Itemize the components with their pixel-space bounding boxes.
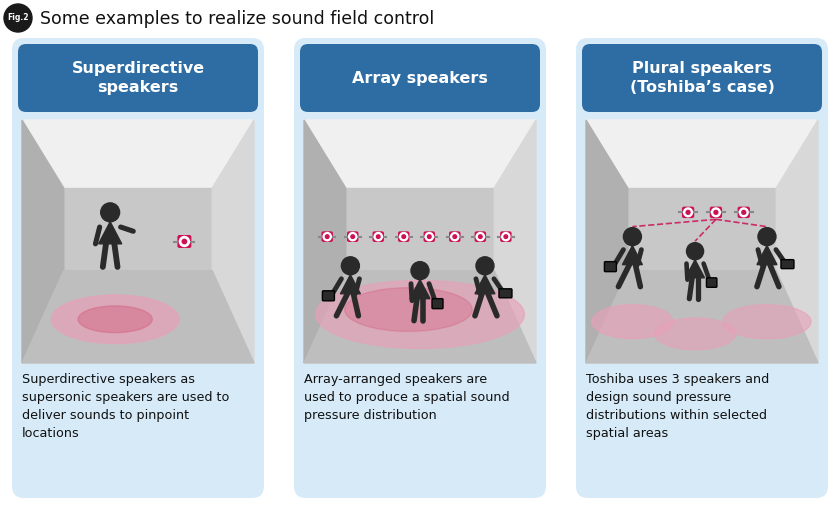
Polygon shape	[494, 120, 536, 363]
Text: Some examples to realize sound field control: Some examples to realize sound field con…	[40, 10, 434, 28]
FancyBboxPatch shape	[18, 44, 258, 112]
Circle shape	[501, 233, 510, 241]
Circle shape	[714, 210, 718, 214]
Polygon shape	[410, 280, 430, 298]
FancyBboxPatch shape	[423, 231, 435, 242]
FancyBboxPatch shape	[475, 231, 486, 242]
FancyBboxPatch shape	[586, 120, 818, 363]
Polygon shape	[627, 188, 776, 271]
Polygon shape	[304, 120, 536, 188]
FancyBboxPatch shape	[582, 44, 822, 112]
Circle shape	[351, 235, 354, 238]
Polygon shape	[757, 245, 777, 265]
FancyBboxPatch shape	[710, 207, 722, 218]
Circle shape	[453, 235, 457, 238]
Ellipse shape	[316, 280, 524, 348]
FancyBboxPatch shape	[781, 260, 794, 269]
Ellipse shape	[654, 318, 736, 350]
Polygon shape	[346, 188, 494, 271]
Polygon shape	[22, 271, 254, 363]
Circle shape	[686, 210, 690, 214]
FancyBboxPatch shape	[576, 38, 828, 498]
Polygon shape	[213, 120, 254, 363]
Circle shape	[758, 228, 776, 245]
FancyBboxPatch shape	[706, 278, 717, 288]
Polygon shape	[776, 120, 818, 363]
Circle shape	[504, 235, 507, 238]
Polygon shape	[304, 120, 346, 363]
FancyBboxPatch shape	[372, 231, 384, 242]
FancyBboxPatch shape	[300, 44, 540, 112]
FancyBboxPatch shape	[177, 235, 192, 248]
FancyBboxPatch shape	[323, 291, 334, 301]
Polygon shape	[22, 120, 254, 188]
Circle shape	[349, 233, 357, 241]
Circle shape	[451, 233, 459, 241]
FancyBboxPatch shape	[347, 231, 359, 242]
FancyBboxPatch shape	[500, 231, 512, 242]
FancyBboxPatch shape	[499, 289, 512, 298]
Polygon shape	[340, 275, 360, 294]
Circle shape	[323, 233, 331, 241]
Circle shape	[742, 210, 746, 214]
Circle shape	[686, 243, 704, 260]
Polygon shape	[622, 245, 643, 265]
Circle shape	[739, 208, 748, 217]
FancyBboxPatch shape	[304, 120, 536, 363]
FancyBboxPatch shape	[22, 120, 254, 363]
FancyBboxPatch shape	[449, 231, 460, 242]
Circle shape	[341, 257, 360, 275]
Ellipse shape	[344, 288, 472, 332]
Circle shape	[402, 235, 406, 238]
Text: Plural speakers
(Toshiba’s case): Plural speakers (Toshiba’s case)	[629, 61, 774, 95]
Circle shape	[684, 208, 692, 217]
Circle shape	[425, 233, 433, 241]
Circle shape	[476, 257, 494, 275]
Circle shape	[325, 235, 329, 238]
Circle shape	[623, 228, 642, 245]
Polygon shape	[475, 275, 495, 294]
Circle shape	[376, 235, 380, 238]
FancyBboxPatch shape	[605, 262, 617, 271]
FancyBboxPatch shape	[12, 38, 264, 498]
Ellipse shape	[723, 305, 811, 339]
Text: Array speakers: Array speakers	[352, 71, 488, 86]
Polygon shape	[64, 188, 213, 271]
FancyBboxPatch shape	[322, 231, 333, 242]
Circle shape	[374, 233, 382, 241]
FancyBboxPatch shape	[682, 207, 694, 218]
Ellipse shape	[51, 295, 179, 344]
Text: Superdirective
speakers: Superdirective speakers	[71, 61, 205, 95]
Circle shape	[101, 203, 119, 222]
Circle shape	[711, 208, 721, 217]
Polygon shape	[98, 222, 122, 244]
Polygon shape	[304, 271, 536, 363]
Text: Toshiba uses 3 speakers and
design sound pressure
distributions within selected
: Toshiba uses 3 speakers and design sound…	[586, 373, 769, 440]
Circle shape	[476, 233, 485, 241]
FancyBboxPatch shape	[398, 231, 410, 242]
Ellipse shape	[592, 305, 673, 339]
Text: Array-arranged speakers are
used to produce a spatial sound
pressure distributio: Array-arranged speakers are used to prod…	[304, 373, 510, 422]
FancyBboxPatch shape	[294, 38, 546, 498]
Polygon shape	[586, 120, 627, 363]
Text: Superdirective speakers as
supersonic speakers are used to
deliver sounds to pin: Superdirective speakers as supersonic sp…	[22, 373, 229, 440]
Circle shape	[180, 237, 189, 247]
Circle shape	[400, 233, 408, 241]
Polygon shape	[22, 120, 64, 363]
FancyBboxPatch shape	[432, 298, 443, 309]
Text: Fig.2: Fig.2	[8, 13, 29, 22]
FancyBboxPatch shape	[738, 207, 750, 218]
Polygon shape	[685, 260, 705, 278]
Circle shape	[182, 239, 186, 244]
Circle shape	[428, 235, 431, 238]
Ellipse shape	[78, 306, 152, 333]
Circle shape	[411, 262, 429, 280]
Polygon shape	[586, 120, 818, 188]
Circle shape	[4, 4, 32, 32]
Polygon shape	[586, 271, 818, 363]
Circle shape	[479, 235, 482, 238]
